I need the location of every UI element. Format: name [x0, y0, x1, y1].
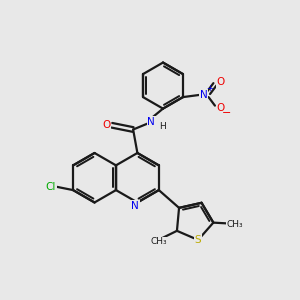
- Text: O: O: [216, 77, 225, 87]
- Text: S: S: [195, 235, 201, 245]
- Text: Cl: Cl: [46, 182, 56, 192]
- Text: N: N: [131, 201, 139, 211]
- Text: +: +: [206, 84, 213, 93]
- Text: −: −: [222, 108, 231, 118]
- Text: H: H: [160, 122, 166, 130]
- Text: O: O: [216, 103, 225, 113]
- Text: O: O: [103, 120, 111, 130]
- Text: CH₃: CH₃: [150, 237, 167, 246]
- Text: N: N: [200, 90, 207, 100]
- Text: N: N: [147, 117, 155, 127]
- Text: CH₃: CH₃: [226, 220, 243, 229]
